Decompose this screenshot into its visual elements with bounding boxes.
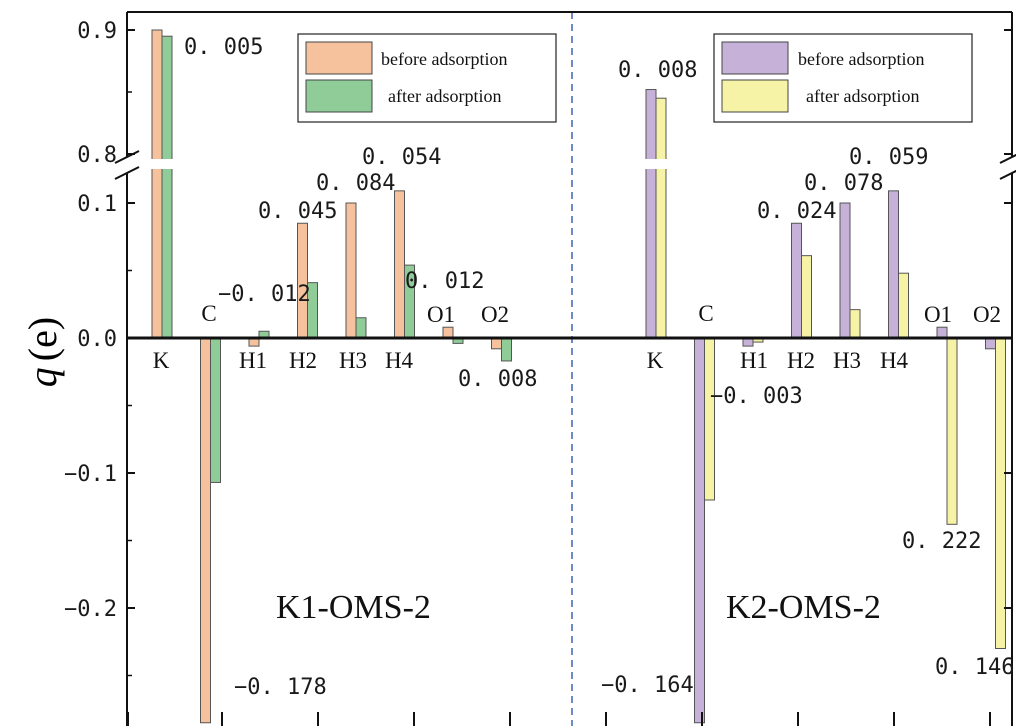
legend-k1: before adsorption after adsorption: [297, 33, 557, 123]
bar-k1-oms-2-o2-before: [491, 337, 502, 350]
bars-layer: [140, 29, 1006, 724]
category-label-k1-oms-2-o1: O1: [427, 302, 455, 327]
bar-k2-oms-2-o1-before: [936, 326, 948, 339]
category-label-k2-oms-2-h4: H4: [880, 348, 909, 373]
legend-swatch-k2-after: [721, 79, 789, 113]
bar-k1-oms-2-k-before: [151, 29, 163, 339]
bar-k2-oms-2-o2-before: [985, 337, 996, 350]
bar-k1-oms-2-h3-before: [345, 202, 357, 339]
bar-k1-oms-2-h2-before: [297, 222, 308, 339]
category-label-k1-oms-2-k: K: [153, 348, 170, 373]
panel-title-k1: K1-OMS-2: [276, 589, 431, 626]
annotation-k1-oms-2-0: 0. 005: [184, 35, 263, 60]
bar-k2-oms-2-h4-after: [898, 272, 909, 339]
y-tick-label: 0.9: [77, 19, 117, 44]
bar-k2-oms-2-h2-before: [791, 222, 802, 339]
bar-k1-oms-2-c-after: [210, 337, 221, 483]
bar-k2-oms-2-h3-before: [839, 202, 851, 339]
axis-break-mark-left-b: [114, 166, 140, 180]
bar-k1-oms-2-o2-after: [501, 337, 512, 362]
y-tick-label: −0.2: [64, 597, 117, 622]
legend-swatch-k1-after: [305, 79, 373, 113]
bar-k2-oms-2-k-before: [645, 89, 657, 339]
axis-break-mark-right-a: [999, 153, 1016, 164]
bar-k2-oms-2-h4-before: [888, 190, 899, 339]
axes-layer: [114, 11, 1016, 726]
legend-swatch-k2-before: [721, 41, 789, 75]
bar-k1-oms-2-k-after: [161, 35, 173, 339]
bar-k2-oms-2-o2-after: [995, 337, 1006, 649]
annotation-k2-oms-2-2: 0. 078: [804, 171, 883, 196]
category-label-k1-oms-2-o2: O2: [481, 302, 509, 327]
legend-k2: before adsorption after adsorption: [713, 33, 973, 123]
bar-k1-oms-2-o1-before: [442, 326, 454, 339]
category-label-k2-oms-2-c: C: [698, 301, 713, 326]
legend-label-k1-before: before adsorption: [381, 49, 507, 69]
axis-break-mark-right-b: [999, 169, 1016, 180]
bar-k2-oms-2-o1-after: [946, 337, 958, 525]
legend-label-k2-before: before adsorption: [798, 49, 924, 69]
category-label-k1-oms-2-h2: H2: [289, 348, 317, 373]
bar-k1-oms-2-c-before: [200, 337, 211, 724]
annotation-k1-oms-2-4: 0. 054: [362, 145, 441, 170]
bar-k1-oms-2-h4-before: [394, 190, 405, 339]
y-tick-label: 0.0: [77, 327, 117, 352]
category-label-k2-oms-2-k: K: [647, 348, 664, 373]
labels-layer: 0.1 0.8 0.9 0.0 −0.1 −0.2 K C H1 H2 H3 H4 O1 O2 K C H1 H2…: [64, 19, 1014, 700]
annotation-k2-oms-2-6: −0. 164: [601, 673, 694, 698]
y-tick-label: 0.8: [77, 143, 117, 168]
legend-swatch-k1-before: [305, 41, 373, 75]
annotation-k1-oms-2-5: 0. 012: [405, 269, 484, 294]
break-gap-k2: [636, 159, 676, 169]
annotation-k2-oms-2-3: 0. 059: [849, 145, 928, 170]
annotation-k1-oms-2-2: 0. 045: [258, 199, 337, 224]
annotation-k1-oms-2-3: 0. 084: [316, 171, 395, 196]
category-label-k1-oms-2-c: C: [201, 301, 216, 326]
category-label-k2-oms-2-h1: H1: [740, 348, 768, 373]
category-label-k1-oms-2-h3: H3: [339, 348, 367, 373]
y-tick-label: −0.1: [64, 462, 117, 487]
annotation-k1-oms-2-7: −0. 178: [234, 675, 327, 700]
category-label-k1-oms-2-h4: H4: [385, 348, 414, 373]
bar-k1-oms-2-h3-after: [355, 317, 367, 339]
bar-k2-oms-2-c-before: [694, 337, 705, 724]
bar-k2-oms-2-h2-after: [801, 255, 812, 339]
category-label-k2-oms-2-h2: H2: [787, 348, 815, 373]
category-label-k2-oms-2-o2: O2: [973, 302, 1001, 327]
y-tick-label: 0.1: [77, 192, 117, 217]
bar-k2-oms-2-k-after: [655, 97, 667, 339]
annotation-k1-oms-2-6: 0. 008: [458, 367, 537, 392]
annotation-k2-oms-2-4: −0. 003: [710, 384, 803, 409]
annotation-k1-oms-2-1: −0. 012: [218, 282, 311, 307]
category-label-k2-oms-2-o1: O1: [924, 302, 952, 327]
panel-title-k2: K2-OMS-2: [726, 589, 881, 626]
annotation-k2-oms-2-1: 0. 024: [757, 199, 836, 224]
bar-k2-oms-2-c-after: [704, 337, 715, 501]
annotation-k2-oms-2-5: 0. 222: [902, 529, 981, 554]
category-label-k1-oms-2-h1: H1: [239, 348, 267, 373]
category-label-k2-oms-2-h3: H3: [833, 348, 861, 373]
legend-label-k1-after: after adsorption: [388, 86, 501, 106]
break-gap-k1: [140, 159, 180, 169]
annotation-k2-oms-2-7: 0. 146: [935, 655, 1014, 680]
y-axis-label: q(e): [20, 317, 65, 387]
bar-k2-oms-2-h3-after: [849, 309, 861, 339]
legend-label-k2-after: after adsorption: [806, 86, 919, 106]
annotation-k2-oms-2-0: 0. 008: [618, 58, 697, 83]
